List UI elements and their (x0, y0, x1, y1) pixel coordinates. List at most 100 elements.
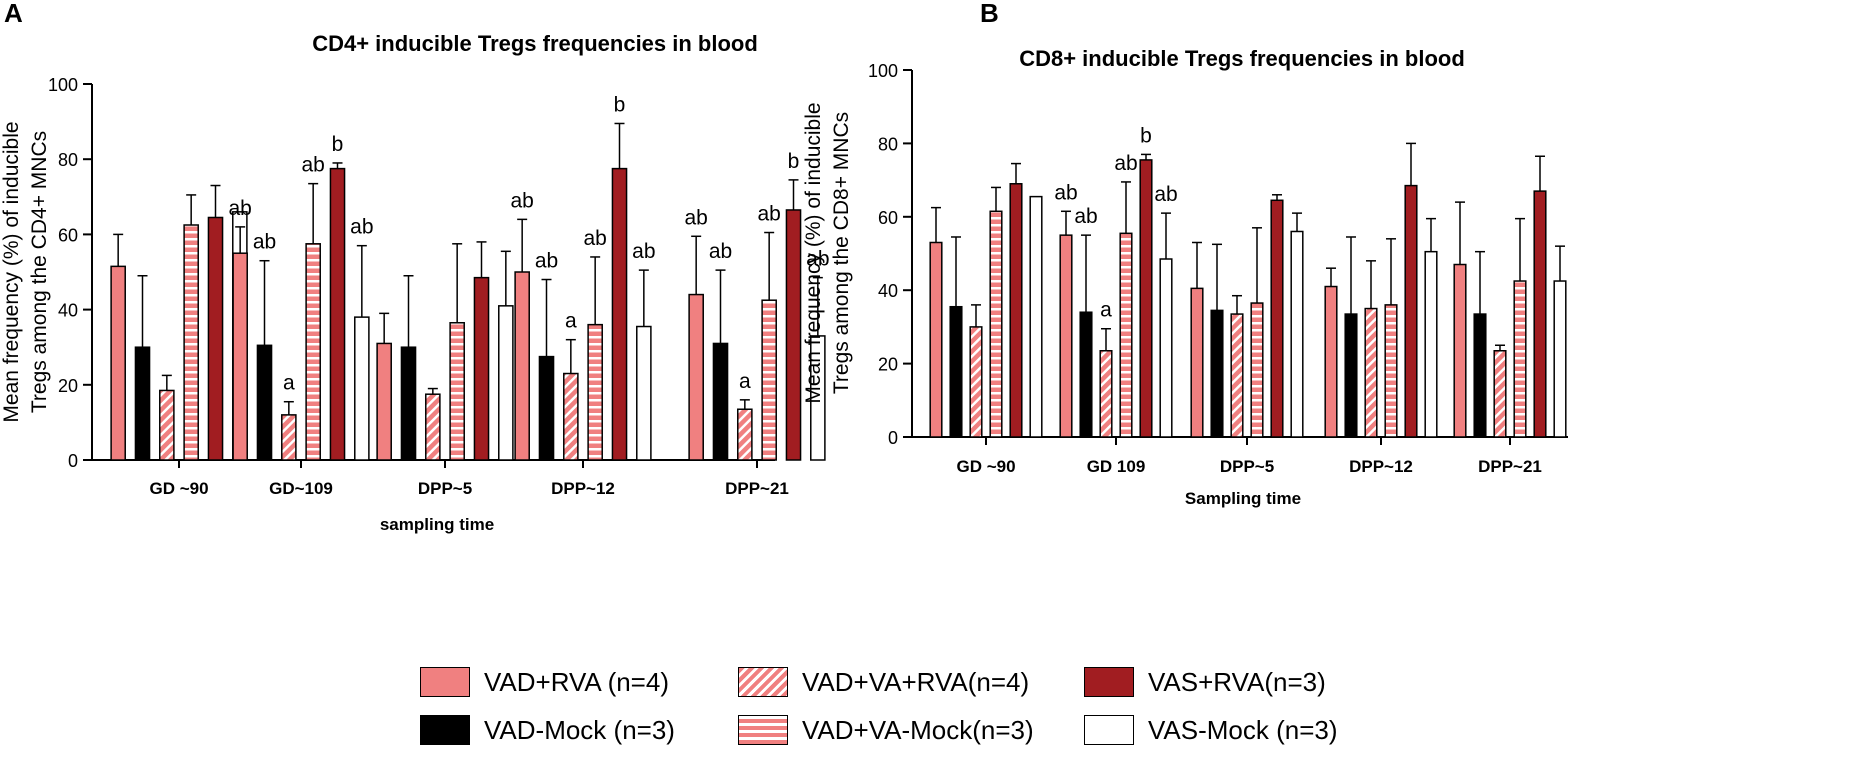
x-tick-label: DPP~5 (1220, 457, 1274, 476)
bar-vad-va-rva (425, 393, 441, 461)
y-tick-label: 20 (878, 355, 898, 375)
panel-b-label: B (980, 0, 999, 28)
bar-vad-va-rva (1099, 350, 1113, 438)
x-tick-label: DPP~12 (1349, 457, 1413, 476)
legend-swatch (420, 715, 470, 745)
legend-label: VAD+RVA (n=4) (484, 666, 669, 697)
bar-vad-rva (1059, 234, 1073, 438)
bar-vad-va-mock (1250, 302, 1264, 438)
bar-vas-mock (1290, 230, 1304, 438)
legend-item-vad-mock: VAD-Mock (n=3) (420, 710, 675, 750)
legend: VAD+RVA (n=4) VAD-Mock (n=3) VAD+VA+RVA(… (420, 662, 1620, 754)
legend-label: VAD+VA-Mock(n=3) (802, 714, 1034, 745)
x-tick-label: GD ~90 (956, 457, 1015, 476)
significance-letter: ab (583, 227, 606, 250)
bar-vas-rva (1139, 159, 1153, 438)
x-tick-label: DPP~12 (551, 479, 615, 498)
legend-item-vad-rva: VAD+RVA (n=4) (420, 662, 669, 702)
legend-swatch (420, 667, 470, 697)
bar-vad-mock (949, 305, 963, 438)
bar-vas-mock (1159, 258, 1173, 438)
significance-letter: ab (632, 240, 655, 263)
bar-vad-rva (376, 342, 392, 461)
significance-letter: ab (301, 154, 324, 177)
x-tick-label: DPP~5 (418, 479, 472, 498)
bar-vad-va-mock (1119, 232, 1133, 438)
bar-vad-mock (1473, 313, 1487, 438)
y-tick-label: 80 (878, 134, 898, 154)
y-axis-title-line-2: Tregs among the CD8+ MNCs (830, 112, 853, 394)
bar-vad-mock (538, 355, 555, 461)
bar-vad-va-rva (969, 326, 983, 438)
bar-vad-va-mock (1384, 304, 1398, 438)
panel-a-chart: CD4+ inducible Tregs frequencies in bloo… (0, 31, 830, 534)
bar-vad-rva (232, 252, 248, 461)
bar-vad-rva (929, 241, 943, 438)
bar-vad-rva (1190, 287, 1204, 438)
bar-vas-mock (636, 325, 652, 461)
bar-vas-rva (785, 209, 802, 461)
x-tick-label: GD~109 (269, 479, 333, 498)
bar-vad-mock (1344, 313, 1358, 438)
bar-vad-va-rva (1364, 307, 1378, 438)
significance-letter: b (1140, 124, 1152, 147)
bar-vad-va-mock (587, 323, 603, 461)
x-axis-title: Sampling time (1185, 489, 1301, 508)
y-tick-label: 40 (878, 281, 898, 301)
bar-vad-va-mock (761, 299, 777, 461)
bar-vas-rva (1533, 190, 1547, 438)
y-tick-label: 60 (58, 225, 78, 245)
significance-letter: b (614, 93, 626, 116)
bar-vas-rva (1009, 183, 1023, 438)
bar-vas-mock (354, 316, 370, 461)
legend-label: VAD-Mock (n=3) (484, 714, 675, 745)
bar-vas-mock (1424, 250, 1438, 438)
significance-letter: ab (684, 206, 707, 229)
x-tick-label: GD 109 (1087, 457, 1146, 476)
bar-vad-mock (1210, 309, 1224, 438)
legend-item-vad-va-rva: VAD+VA+RVA(n=4) (738, 662, 1029, 702)
significance-letter: ab (757, 203, 780, 226)
bar-vad-va-rva (281, 414, 297, 461)
bar-vad-rva (1453, 263, 1467, 438)
legend-swatch (738, 715, 788, 745)
bar-vas-rva (611, 167, 628, 461)
panel-a-label: A (4, 0, 23, 28)
significance-letter: a (1100, 299, 1112, 322)
significance-letter: a (565, 310, 577, 333)
y-tick-label: 60 (878, 208, 898, 228)
legend-label: VAS+RVA(n=3) (1148, 666, 1326, 697)
bar-vas-mock (498, 305, 514, 461)
significance-letter: b (788, 150, 800, 173)
bar-vas-rva (329, 167, 346, 461)
y-axis-title-line-1: Mean frequency (%) of inducible (802, 102, 825, 403)
bar-vad-va-mock (305, 243, 321, 461)
bar-vad-mock (256, 344, 273, 461)
significance-letter: ab (1154, 183, 1177, 206)
bar-vas-mock (1553, 280, 1567, 438)
y-tick-label: 0 (888, 428, 898, 448)
bar-vad-va-mock (989, 210, 1003, 438)
y-axis-title: Mean frequency (%) of inducible Tregs am… (0, 121, 51, 422)
significance-letter: a (283, 372, 295, 395)
bar-vad-rva (1324, 285, 1338, 438)
legend-item-vas-rva: VAS+RVA(n=3) (1084, 662, 1326, 702)
significance-letter: ab (253, 231, 276, 254)
bar-vad-va-mock (449, 322, 465, 461)
y-axis-title-line-2: Tregs among the CD4+ MNCs (28, 131, 51, 413)
chart-title: CD8+ inducible Tregs frequencies in bloo… (1019, 46, 1465, 71)
bar-vas-rva (473, 276, 490, 461)
significance-letter: ab (350, 216, 373, 239)
chart-title: CD4+ inducible Tregs frequencies in bloo… (312, 31, 758, 56)
legend-swatch (1084, 667, 1134, 697)
y-tick-label: 100 (48, 75, 78, 95)
legend-swatch (738, 667, 788, 697)
significance-letter: b (332, 133, 344, 156)
bar-vad-va-mock (1513, 280, 1527, 438)
significance-letter: ab (535, 250, 558, 273)
bar-vad-va-rva (737, 408, 753, 461)
legend-item-vas-mock: VAS-Mock (n=3) (1084, 710, 1338, 750)
bar-vas-mock (1029, 195, 1043, 438)
significance-letter: ab (228, 197, 251, 220)
bar-vad-va-rva (563, 372, 579, 461)
